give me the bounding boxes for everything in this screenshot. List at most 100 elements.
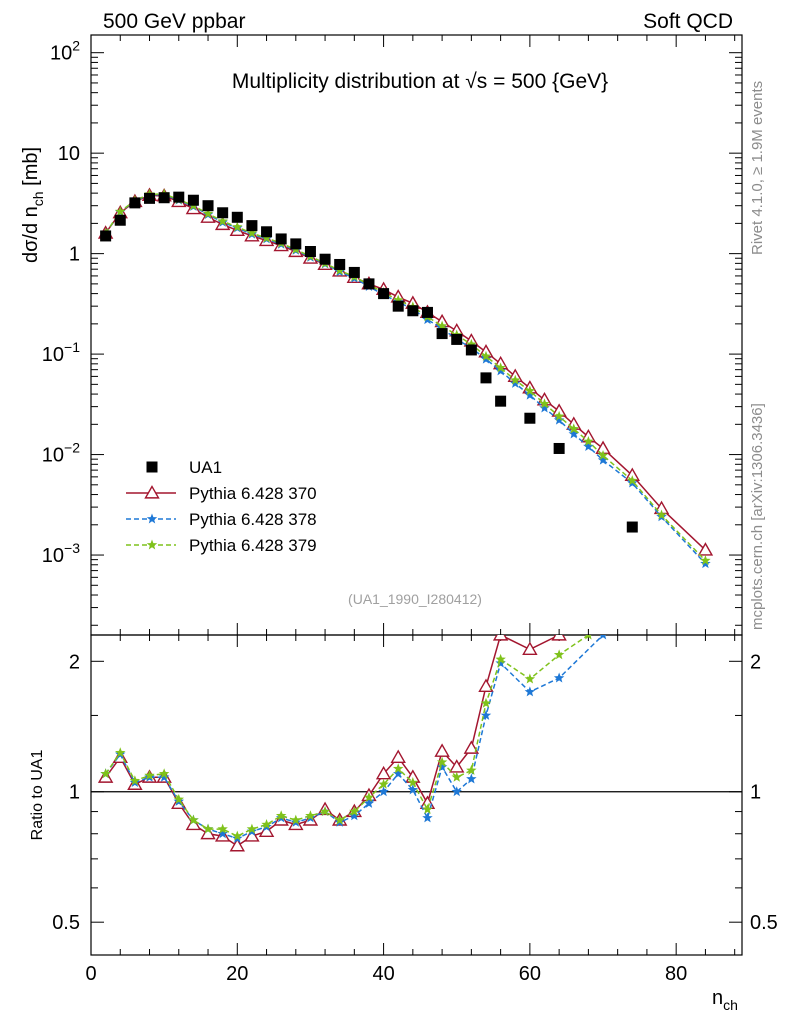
ratio-point	[451, 771, 462, 782]
data-point	[114, 214, 126, 226]
ratio-point	[495, 657, 506, 668]
ratio-point	[258, 823, 275, 837]
ratio-point	[188, 814, 199, 825]
data-point	[232, 221, 243, 232]
ratio-point	[492, 635, 509, 641]
data-point	[261, 226, 273, 238]
legend-label: Pythia 6.428 378	[189, 510, 317, 529]
ratio-point	[422, 812, 433, 823]
ratio-point	[599, 635, 607, 640]
ratio-point	[466, 773, 477, 784]
ratio-point	[551, 635, 567, 641]
x-tick-label: 0	[85, 963, 96, 985]
data-point	[275, 233, 287, 245]
legend-item: Pythia 6.428 378	[126, 510, 317, 529]
data-point	[115, 206, 126, 217]
data-point	[568, 423, 579, 434]
data-point	[553, 410, 565, 421]
data-point	[290, 238, 302, 250]
data-point	[583, 435, 594, 446]
data-point	[392, 300, 404, 312]
header-right: Soft QCD	[643, 10, 733, 33]
ratio-point	[217, 823, 228, 834]
y-tick-label: 1	[69, 244, 80, 266]
ratio-point	[202, 823, 214, 834]
ratio-point	[244, 828, 260, 842]
ratio-point	[466, 764, 477, 775]
x-tick-label: 40	[372, 963, 394, 985]
data-point	[583, 441, 594, 452]
data-point	[144, 192, 156, 204]
data-point	[495, 365, 506, 376]
ratio-y-tick-label-right: 0.5	[750, 912, 778, 934]
ratio-point	[144, 770, 155, 780]
ratio-series-pythia-6-428-379	[100, 635, 592, 841]
ratio-point	[378, 786, 389, 797]
legend-label: UA1	[189, 458, 222, 477]
mcplots-label: mcplots.cern.ch [arXiv:1306.3436]	[749, 403, 766, 630]
ratio-point	[349, 806, 360, 817]
series-line	[105, 193, 706, 562]
legend: UA1 Pythia 6.428 370 Pythia 6.428 378 Pythi…	[126, 458, 317, 555]
data-point	[231, 211, 243, 223]
data-point	[334, 258, 346, 270]
legend-label: Pythia 6.428 370	[189, 484, 317, 503]
data-point	[539, 398, 550, 409]
y-tick-label: 102	[50, 38, 80, 65]
data-point	[158, 192, 170, 204]
data-point	[217, 207, 229, 219]
ratio-frame	[90, 634, 743, 956]
data-point	[510, 374, 521, 385]
ratio-point	[375, 765, 392, 780]
ratio-point	[480, 709, 492, 720]
ratio-point	[290, 814, 302, 825]
ratio-point	[363, 791, 375, 802]
ratio-y-tick-label-left: 0.5	[52, 912, 80, 934]
data-point	[451, 333, 463, 345]
ratio-point	[158, 771, 170, 782]
data-point	[363, 278, 375, 290]
data-point	[480, 353, 492, 364]
main-ticks: 10−3 10−2 10−1 1 10 102	[42, 35, 742, 635]
ratio-point	[524, 686, 536, 697]
legend-item: Pythia 6.428 370	[126, 484, 317, 503]
ratio-point	[217, 828, 228, 839]
ratio-point	[319, 806, 331, 817]
header-left: 500 GeV ppbar	[103, 10, 245, 33]
ratio-series	[97, 635, 607, 852]
ratio-point	[363, 797, 375, 808]
ratio-point	[261, 819, 272, 830]
ratio-point	[392, 763, 404, 774]
data-point	[697, 542, 714, 556]
data-point	[421, 306, 433, 318]
data-point	[217, 215, 228, 226]
legend-item: Pythia 6.428 379	[126, 536, 317, 555]
data-point	[627, 475, 638, 486]
legend-marker	[146, 539, 158, 550]
legend-item: UA1	[146, 458, 222, 477]
series-pythia-6-428-379	[100, 188, 711, 566]
data-point	[100, 230, 112, 242]
y-tick-label: 10−3	[42, 540, 80, 567]
ratio-point	[173, 793, 185, 804]
data-point	[495, 395, 507, 407]
data-point	[392, 294, 404, 305]
data-point	[539, 402, 550, 413]
ratio-point	[378, 778, 389, 789]
ratio-point	[495, 653, 506, 664]
ratio-point	[229, 837, 245, 852]
data-point	[524, 412, 536, 424]
ratio-point	[436, 756, 448, 767]
main-series	[97, 187, 714, 569]
ratio-point	[434, 743, 450, 757]
ratio-point	[407, 784, 419, 795]
x-tick-label: 20	[226, 963, 248, 985]
legend-marker	[146, 513, 158, 524]
data-point	[246, 220, 258, 232]
ratio-point	[553, 672, 565, 683]
plot-title: Multiplicity distribution at √s = 500 {G…	[232, 70, 608, 93]
data-point	[422, 314, 433, 325]
ratio-point	[232, 830, 243, 841]
ratio-point	[115, 747, 126, 758]
